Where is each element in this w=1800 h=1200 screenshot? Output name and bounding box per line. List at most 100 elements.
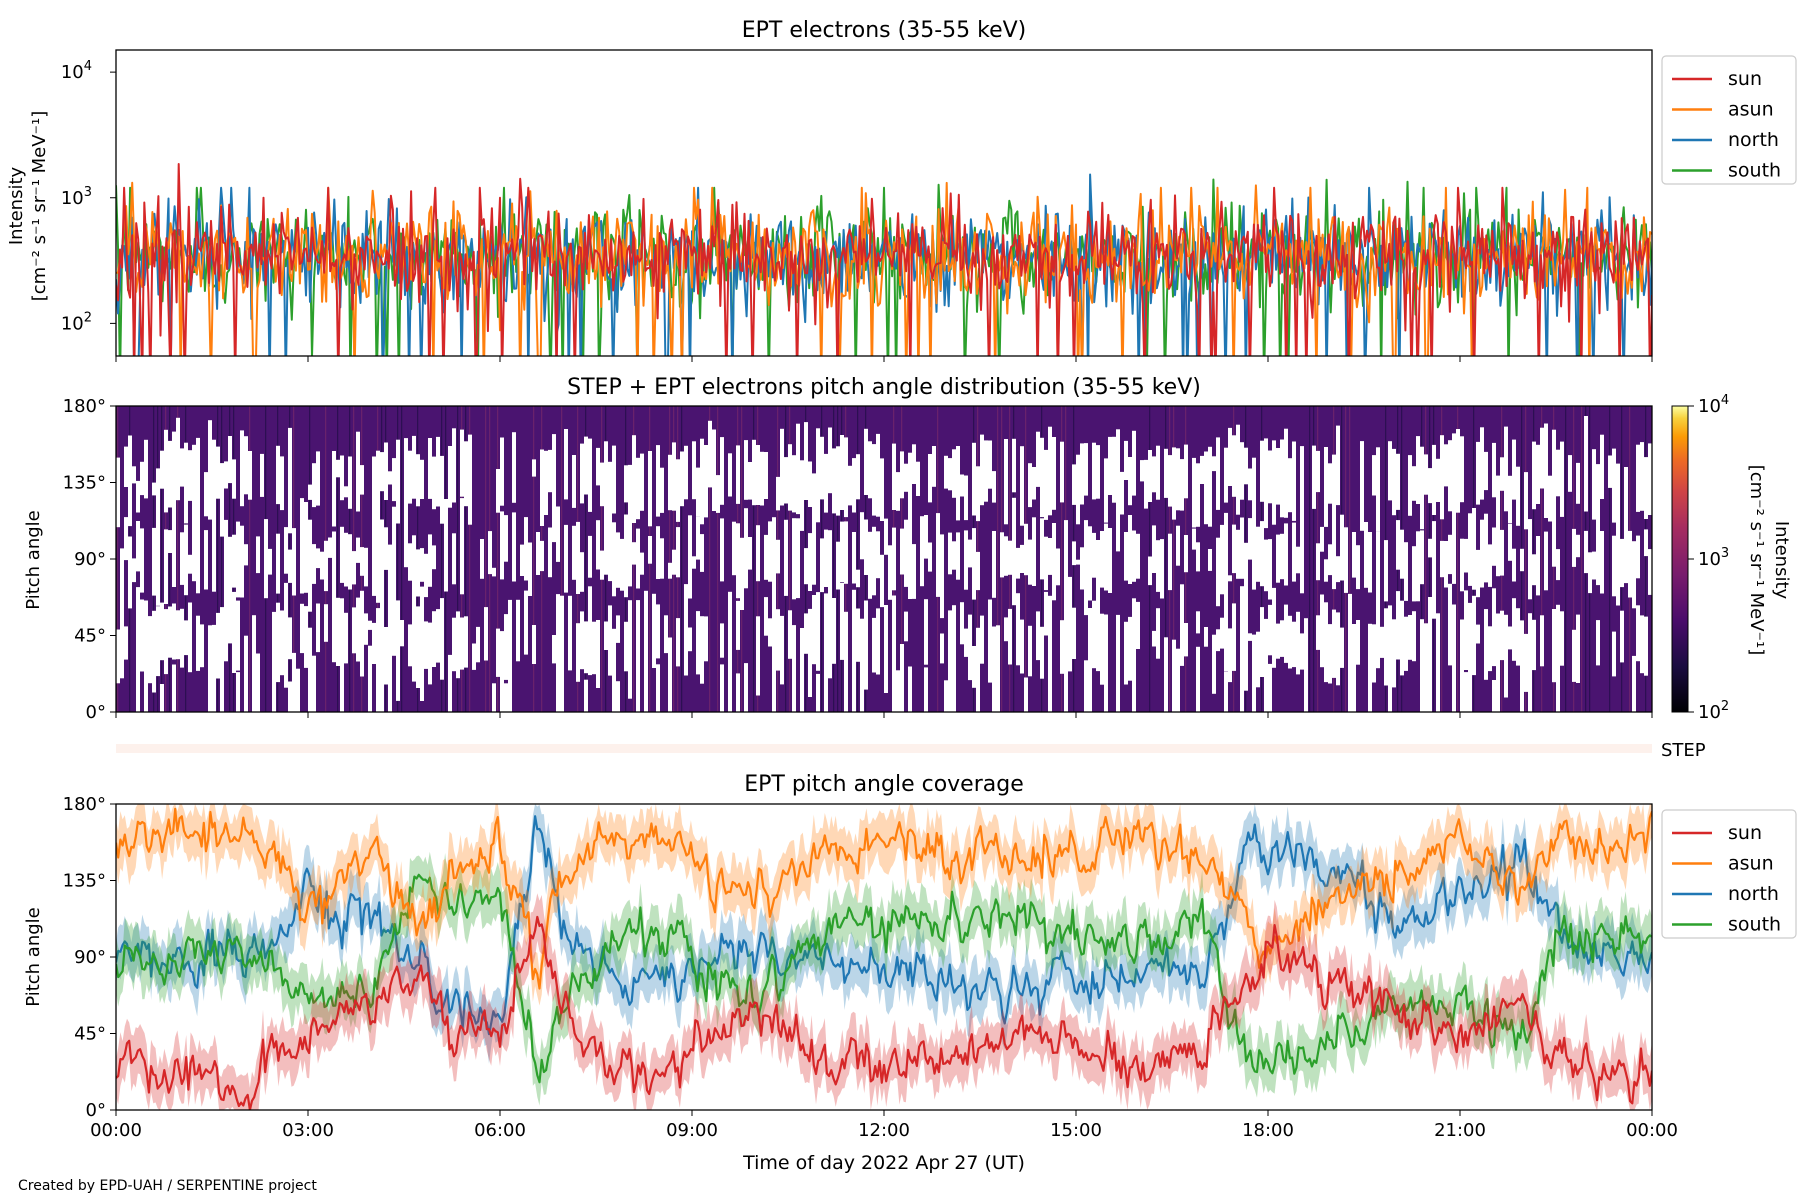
heat-column [644,406,649,712]
heat-gap [144,600,149,673]
heat-gap [344,612,349,664]
heat-gap [1164,448,1169,498]
heat-gap [956,532,961,580]
heat-gap [1032,467,1037,500]
heat-gap [1044,449,1049,520]
heat-gap [168,606,173,658]
heat-gap [880,458,885,521]
heat-gap [1592,449,1597,520]
heat-gap [1236,529,1241,579]
heat-gap [824,453,829,513]
heat-gap [1648,549,1652,595]
heat-gap [1352,624,1357,712]
heat-gap [852,589,857,680]
heat-gap [828,427,833,494]
heat-gap [572,525,577,580]
heat-gap [1004,617,1009,642]
heat-gap [1636,535,1641,579]
heat-column [508,406,513,712]
heat-gap [140,599,145,672]
panel3-xlabel: Time of day 2022 Apr 27 (UT) [742,1152,1025,1174]
y-tick-label: 135° [63,871,106,892]
heat-gap [1412,611,1417,662]
heat-gap [820,436,825,500]
heat-gap [652,593,657,668]
heat-gap [460,429,465,497]
heat-gap [1428,649,1433,712]
heat-gap [452,428,457,503]
heat-gap [1344,527,1349,593]
heat-gap [584,679,589,712]
legend-label-asun: asun [1728,99,1774,121]
heat-gap [816,673,821,712]
heat-gap [1636,444,1641,512]
heat-gap [1224,599,1229,672]
heat-gap [380,519,385,597]
heat-gap [1388,605,1393,668]
heat-streak [469,406,471,712]
heat-gap [288,549,293,583]
heat-gap [252,651,257,712]
heat-gap [332,581,337,663]
heat-gap [1600,531,1605,594]
heat-streak [457,406,459,712]
heat-gap [200,624,205,668]
heat-gap [1124,440,1129,480]
heat-gap [684,584,689,676]
heat-column [208,406,213,712]
heat-gap [1248,633,1253,641]
heat-column [1560,406,1565,712]
heat-gap [1496,650,1501,712]
heat-gap [644,663,649,712]
heat-gap [892,652,897,712]
heat-gap [604,525,609,575]
y-tick-label: 104 [1698,393,1729,417]
heat-gap [668,454,673,511]
y-tick-label: 0° [86,702,106,723]
panel1-y-ticks: 102 103 104 [61,59,116,334]
heat-gap [468,434,473,525]
heat-gap [680,451,685,507]
heat-gap [1376,447,1381,532]
heat-gap [656,526,661,579]
heat-column [1060,406,1065,712]
panel3-legend: sun asun north south [1661,809,1797,939]
heat-gap [632,542,637,565]
heat-gap [1528,613,1533,712]
x-tick-label: 09:00 [666,1120,718,1141]
heat-gap [904,463,909,492]
heat-gap [688,515,693,599]
y-tick-label: 102 [61,310,92,334]
heat-gap [344,532,349,587]
heat-gap [596,620,601,688]
y-tick-label: 0° [86,1100,106,1121]
heat-gap [1248,468,1253,501]
heat-gap [568,595,573,671]
heat-gap [948,532,953,575]
heat-gap [336,459,341,478]
heat-gap [548,449,553,493]
heat-gap [124,626,129,660]
heat-column [116,406,121,712]
heat-gap [1280,439,1285,518]
heat-gap [316,451,321,506]
heat-gap [424,553,429,598]
heat-gap [452,617,457,672]
heat-gap [152,610,157,693]
heat-gap [280,610,285,676]
heat-gap [972,528,977,600]
heat-gap [436,436,441,507]
heat-column [148,406,153,712]
heat-gap [1128,616,1133,681]
heat-gap [156,468,161,533]
heat-gap [720,518,725,582]
heat-gap [1288,458,1293,513]
heat-gap [156,526,161,606]
heat-gap [456,611,461,679]
heat-gap [936,513,941,597]
heat-gap [364,613,369,645]
heat-streak [857,406,859,712]
heat-gap [876,608,881,675]
heat-gap [1088,670,1093,712]
heat-gap [1448,534,1453,575]
